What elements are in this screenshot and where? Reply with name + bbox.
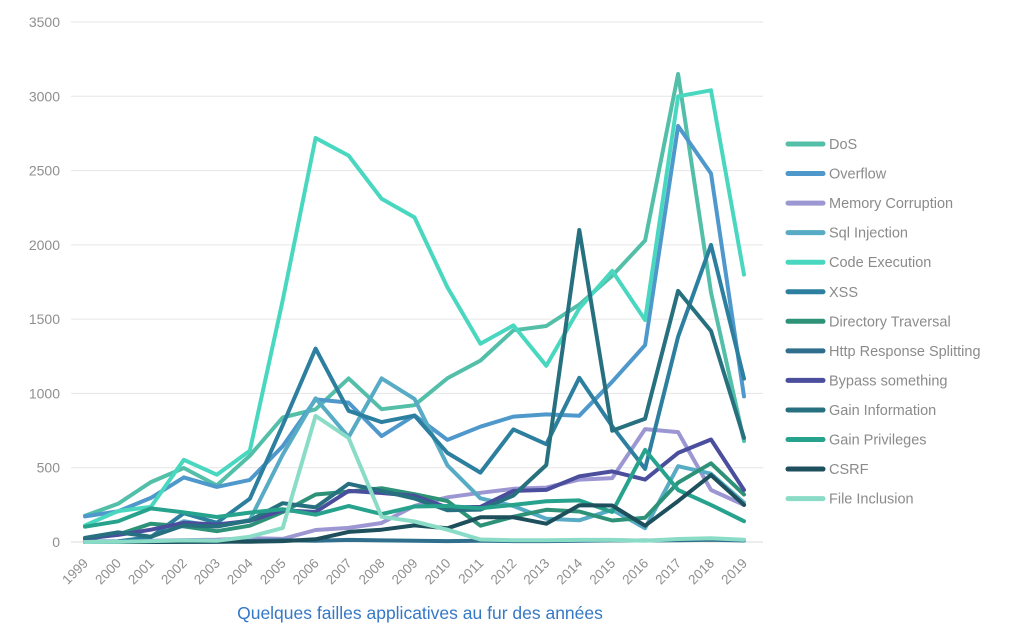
- x-tick-label-2017: 2017: [652, 556, 684, 588]
- legend-label-overflow: Overflow: [829, 167, 887, 183]
- legend-label-bypass-something: Bypass something: [829, 373, 947, 389]
- legend-item-dos[interactable]: DoS: [785, 137, 857, 153]
- x-tick-label-2011: 2011: [455, 556, 486, 587]
- x-tick-label-2006: 2006: [290, 556, 322, 588]
- legend: DoS Overflow Memory Corruption Sql Injectio…: [785, 137, 981, 508]
- x-tick-label-2003: 2003: [191, 556, 223, 588]
- series-layer: [83, 72, 746, 544]
- y-tick-label-0: 0: [52, 534, 60, 550]
- legend-label-directory-traversal: Directory Traversal: [829, 314, 951, 330]
- series-line-gain-information: [83, 228, 746, 540]
- x-tick-label-2002: 2002: [158, 556, 190, 588]
- series-line-bypass-something: [83, 437, 746, 541]
- legend-label-sql-injection: Sql Injection: [829, 226, 908, 242]
- y-tick-label-1000: 1000: [29, 385, 60, 401]
- x-tick-label-2000: 2000: [92, 556, 124, 588]
- x-tick-label-2016: 2016: [619, 556, 651, 588]
- legend-label-dos: DoS: [829, 137, 857, 153]
- legend-item-http-response-splitting[interactable]: Http Response Splitting: [785, 344, 981, 360]
- legend-label-code-execution: Code Execution: [829, 255, 931, 271]
- x-tick-label-2012: 2012: [488, 556, 520, 588]
- legend-item-gain-privileges[interactable]: Gain Privileges: [785, 433, 927, 449]
- series-line-dos: [83, 72, 746, 518]
- legend-label-xss: XSS: [829, 285, 858, 301]
- x-tick-label-2007: 2007: [323, 556, 355, 588]
- x-tick-label-2015: 2015: [586, 556, 618, 588]
- legend-item-sql-injection[interactable]: Sql Injection: [785, 226, 908, 242]
- legend-label-gain-privileges: Gain Privileges: [829, 433, 927, 449]
- legend-item-overflow[interactable]: Overflow: [785, 167, 887, 183]
- y-tick-label-2000: 2000: [29, 237, 60, 253]
- x-tick-label-2008: 2008: [356, 556, 388, 588]
- x-tick-label-1999: 1999: [59, 556, 91, 588]
- x-tick-label-2004: 2004: [224, 555, 256, 587]
- x-tick-label-2005: 2005: [257, 556, 289, 588]
- y-tick-label-3000: 3000: [29, 88, 60, 104]
- legend-item-file-inclusion[interactable]: File Inclusion: [785, 492, 914, 508]
- legend-item-directory-traversal[interactable]: Directory Traversal: [785, 314, 951, 330]
- series-line-xss: [83, 242, 746, 544]
- series-line-gain-privileges: [83, 447, 746, 529]
- x-tick-label-2009: 2009: [389, 556, 421, 588]
- x-tick-label-2019: 2019: [718, 556, 750, 588]
- y-tick-label-3500: 3500: [29, 14, 60, 30]
- legend-item-memory-corruption[interactable]: Memory Corruption: [785, 196, 953, 212]
- x-tick-label-2018: 2018: [685, 556, 717, 588]
- x-tick-label-2010: 2010: [422, 556, 454, 588]
- x-tick-label-2001: 2001: [125, 556, 157, 588]
- chart-title: Quelques failles applicatives au fur des…: [237, 603, 603, 623]
- y-tick-label-1500: 1500: [29, 311, 60, 327]
- legend-label-http-response-splitting: Http Response Splitting: [829, 344, 981, 360]
- legend-label-csrf: CSRF: [829, 462, 869, 478]
- legend-item-csrf[interactable]: CSRF: [785, 462, 869, 478]
- legend-item-bypass-something[interactable]: Bypass something: [785, 373, 947, 389]
- x-tick-label-2013: 2013: [521, 556, 553, 588]
- y-tick-label-500: 500: [37, 460, 61, 476]
- series-line-file-inclusion: [83, 413, 746, 544]
- legend-label-memory-corruption: Memory Corruption: [829, 196, 953, 212]
- series-line-code-execution: [83, 88, 746, 528]
- legend-item-xss[interactable]: XSS: [785, 285, 858, 301]
- legend-item-gain-information[interactable]: Gain Information: [785, 403, 936, 419]
- x-tick-label-2014: 2014: [554, 555, 586, 587]
- legend-label-file-inclusion: File Inclusion: [829, 492, 914, 508]
- legend-item-code-execution[interactable]: Code Execution: [785, 255, 931, 271]
- y-tick-label-2500: 2500: [29, 163, 60, 179]
- legend-label-gain-information: Gain Information: [829, 403, 936, 419]
